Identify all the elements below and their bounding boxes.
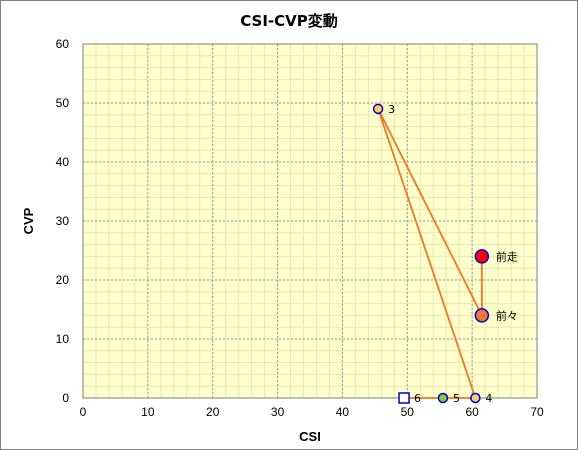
y-tick-label: 40 bbox=[56, 155, 70, 169]
x-tick-label: 50 bbox=[401, 405, 415, 419]
x-axis-label: CSI bbox=[299, 429, 321, 444]
x-tick-label: 40 bbox=[336, 405, 350, 419]
data-point bbox=[474, 308, 490, 323]
point-label: 前々 bbox=[496, 308, 518, 322]
data-points bbox=[372, 103, 490, 404]
x-tick-label: 20 bbox=[206, 405, 220, 419]
x-tick-label: 70 bbox=[530, 405, 544, 419]
point-label: 5 bbox=[453, 392, 460, 405]
x-tick-label: 30 bbox=[271, 405, 285, 419]
x-tick-label: 10 bbox=[141, 405, 155, 419]
x-tick-label: 60 bbox=[465, 405, 479, 419]
y-tick-label: 60 bbox=[56, 37, 70, 51]
plot-border bbox=[82, 43, 538, 399]
point-label: 前走 bbox=[496, 249, 518, 263]
chart-title: CSI-CVP変動 bbox=[240, 12, 338, 30]
point-label: 4 bbox=[485, 392, 492, 405]
y-tick-label: 10 bbox=[56, 332, 70, 346]
data-point bbox=[470, 392, 481, 404]
data-point bbox=[437, 392, 449, 404]
y-axis-label: CVP bbox=[21, 207, 36, 234]
grid-lines bbox=[82, 43, 538, 399]
point-label: 3 bbox=[388, 103, 395, 116]
data-point bbox=[372, 103, 384, 115]
point-label: 6 bbox=[414, 392, 421, 405]
x-tick-label: 0 bbox=[80, 405, 87, 419]
y-tick-label: 30 bbox=[56, 214, 70, 228]
tick-labels: 0 10 20 30 40 50 60 70 0 10 20 30 40 50 60 bbox=[56, 37, 544, 419]
y-tick-label: 20 bbox=[56, 273, 70, 287]
series-line bbox=[377, 108, 483, 399]
series-lines bbox=[377, 108, 483, 399]
y-tick-label: 50 bbox=[56, 96, 70, 110]
y-tick-label: 0 bbox=[62, 391, 69, 405]
data-point bbox=[398, 392, 410, 404]
data-point bbox=[474, 249, 490, 264]
